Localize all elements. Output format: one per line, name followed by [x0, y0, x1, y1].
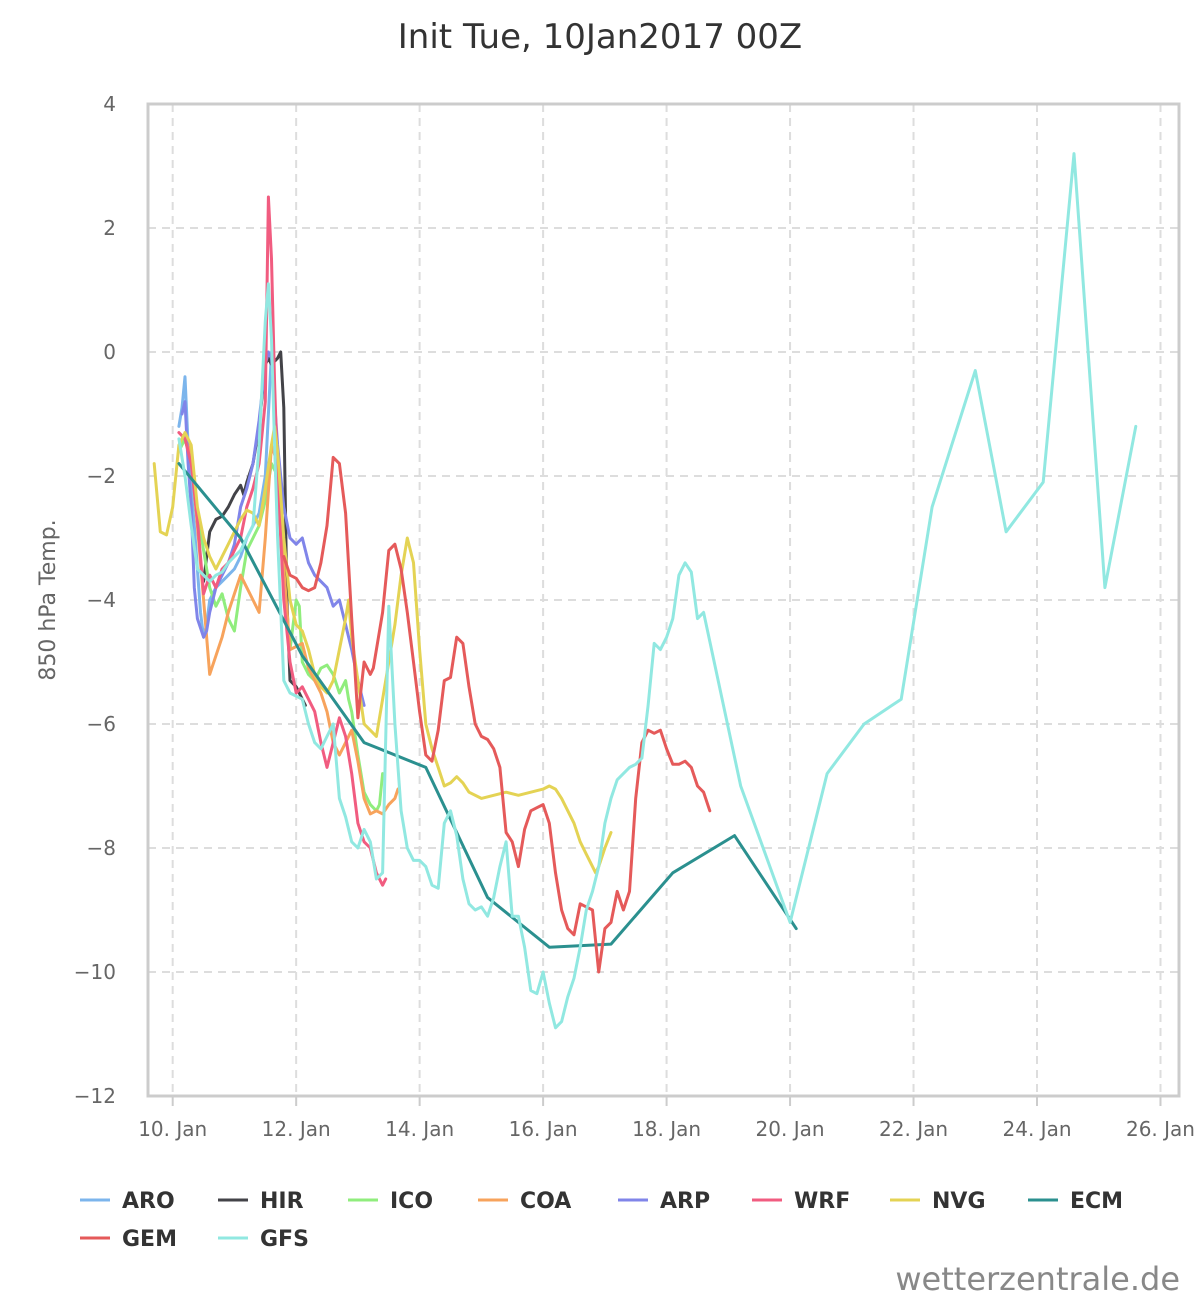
legend-item-nvg[interactable]: NVG — [890, 1189, 986, 1214]
legend-label: ECM — [1070, 1189, 1123, 1214]
legend-label: GFS — [260, 1227, 309, 1252]
series-line-gem — [282, 455, 712, 974]
legend-item-ecm[interactable]: ECM — [1028, 1189, 1123, 1214]
credit-text: wetterzentrale.de — [895, 1260, 1180, 1298]
legend-item-aro[interactable]: ARO — [80, 1189, 175, 1214]
x-tick-label: 26. Jan — [1126, 1117, 1195, 1141]
y-tick-label: −12 — [74, 1084, 116, 1108]
x-tick-label: 14. Jan — [385, 1117, 454, 1141]
x-tick-label: 20. Jan — [756, 1117, 825, 1141]
y-tick-label: 0 — [103, 340, 116, 364]
legend-label: NVG — [932, 1189, 986, 1214]
y-axis-label: 850 hPa Temp. — [36, 519, 61, 680]
series-line-wrf — [177, 195, 388, 887]
x-tick-label: 12. Jan — [262, 1117, 331, 1141]
legend-item-coa[interactable]: COA — [478, 1189, 571, 1214]
x-tick-label: 22. Jan — [879, 1117, 948, 1141]
legend-label: ARO — [122, 1189, 175, 1214]
x-tick-label: 18. Jan — [632, 1117, 701, 1141]
legend-label: ICO — [390, 1189, 433, 1214]
x-axis-ticks: 10. Jan 12. Jan 14. Jan 16. Jan 18. Jan 20. J… — [138, 1117, 1195, 1141]
series-line-ecm — [177, 462, 798, 949]
y-tick-label: −8 — [87, 836, 116, 860]
legend-label: HIR — [260, 1189, 304, 1214]
chart-title: Init Tue, 10Jan2017 00Z — [398, 17, 802, 57]
x-tick-label: 24. Jan — [1003, 1117, 1072, 1141]
legend-label: ARP — [660, 1189, 710, 1214]
legend-item-gfs[interactable]: GFS — [218, 1227, 309, 1252]
legend-item-arp[interactable]: ARP — [618, 1189, 710, 1214]
legend: ARO HIR ICO COA ARP WRF NVG ECM GEM GFS — [80, 1189, 1123, 1252]
legend-item-hir[interactable]: HIR — [218, 1189, 304, 1214]
grid-lines — [148, 103, 1179, 1106]
y-tick-label: −10 — [74, 960, 116, 984]
x-tick-label: 16. Jan — [509, 1117, 578, 1141]
series-line-coa — [183, 431, 400, 816]
y-tick-label: 2 — [103, 216, 116, 240]
y-tick-label: 4 — [103, 92, 116, 116]
legend-item-gem[interactable]: GEM — [80, 1227, 177, 1252]
legend-label: GEM — [122, 1227, 177, 1252]
x-tick-label: 10. Jan — [138, 1117, 207, 1141]
plot-area-border — [146, 102, 1181, 1098]
legend-label: COA — [520, 1189, 571, 1214]
y-tick-label: −2 — [87, 464, 116, 488]
y-tick-label: −4 — [87, 588, 116, 612]
legend-label: WRF — [794, 1189, 850, 1214]
series-line-aro — [177, 350, 273, 639]
y-tick-label: −6 — [87, 712, 116, 736]
series-lines — [152, 152, 1138, 1030]
legend-item-wrf[interactable]: WRF — [752, 1189, 850, 1214]
y-axis-ticks: 4 2 0 −2 −4 −6 −8 −10 −12 — [74, 92, 116, 1108]
legend-item-ico[interactable]: ICO — [348, 1189, 433, 1214]
series-line-gfs — [177, 152, 1138, 1030]
